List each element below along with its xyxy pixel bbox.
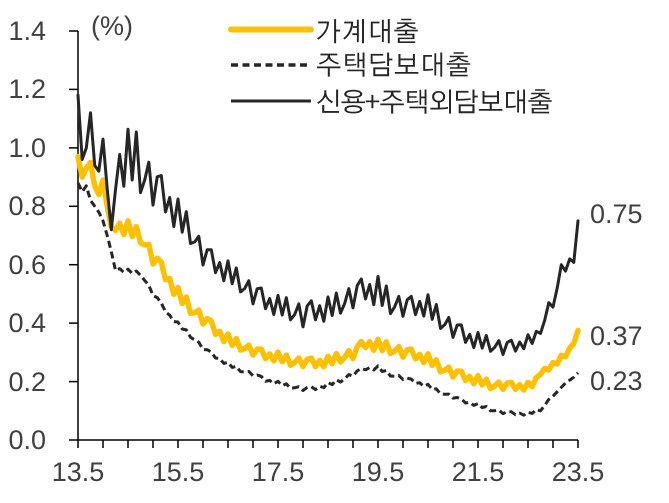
svg-text:0.2: 0.2 (8, 367, 46, 397)
svg-text:15.5: 15.5 (152, 457, 205, 487)
svg-text:0.0: 0.0 (8, 425, 46, 455)
svg-text:0.75: 0.75 (590, 199, 643, 229)
svg-text:17.5: 17.5 (252, 457, 305, 487)
svg-text:1.2: 1.2 (8, 74, 46, 104)
svg-text:1.0: 1.0 (8, 133, 46, 163)
svg-text:21.5: 21.5 (452, 457, 505, 487)
svg-text:1.4: 1.4 (8, 16, 46, 46)
svg-text:0.8: 0.8 (8, 191, 46, 221)
svg-text:(%): (%) (91, 11, 133, 41)
svg-text:0.6: 0.6 (8, 250, 46, 280)
svg-text:0.4: 0.4 (8, 308, 46, 338)
svg-text:19.5: 19.5 (352, 457, 405, 487)
svg-text:0.37: 0.37 (590, 321, 643, 351)
svg-text:0.23: 0.23 (590, 366, 643, 396)
svg-text:23.5: 23.5 (552, 457, 605, 487)
svg-text:13.5: 13.5 (52, 457, 105, 487)
